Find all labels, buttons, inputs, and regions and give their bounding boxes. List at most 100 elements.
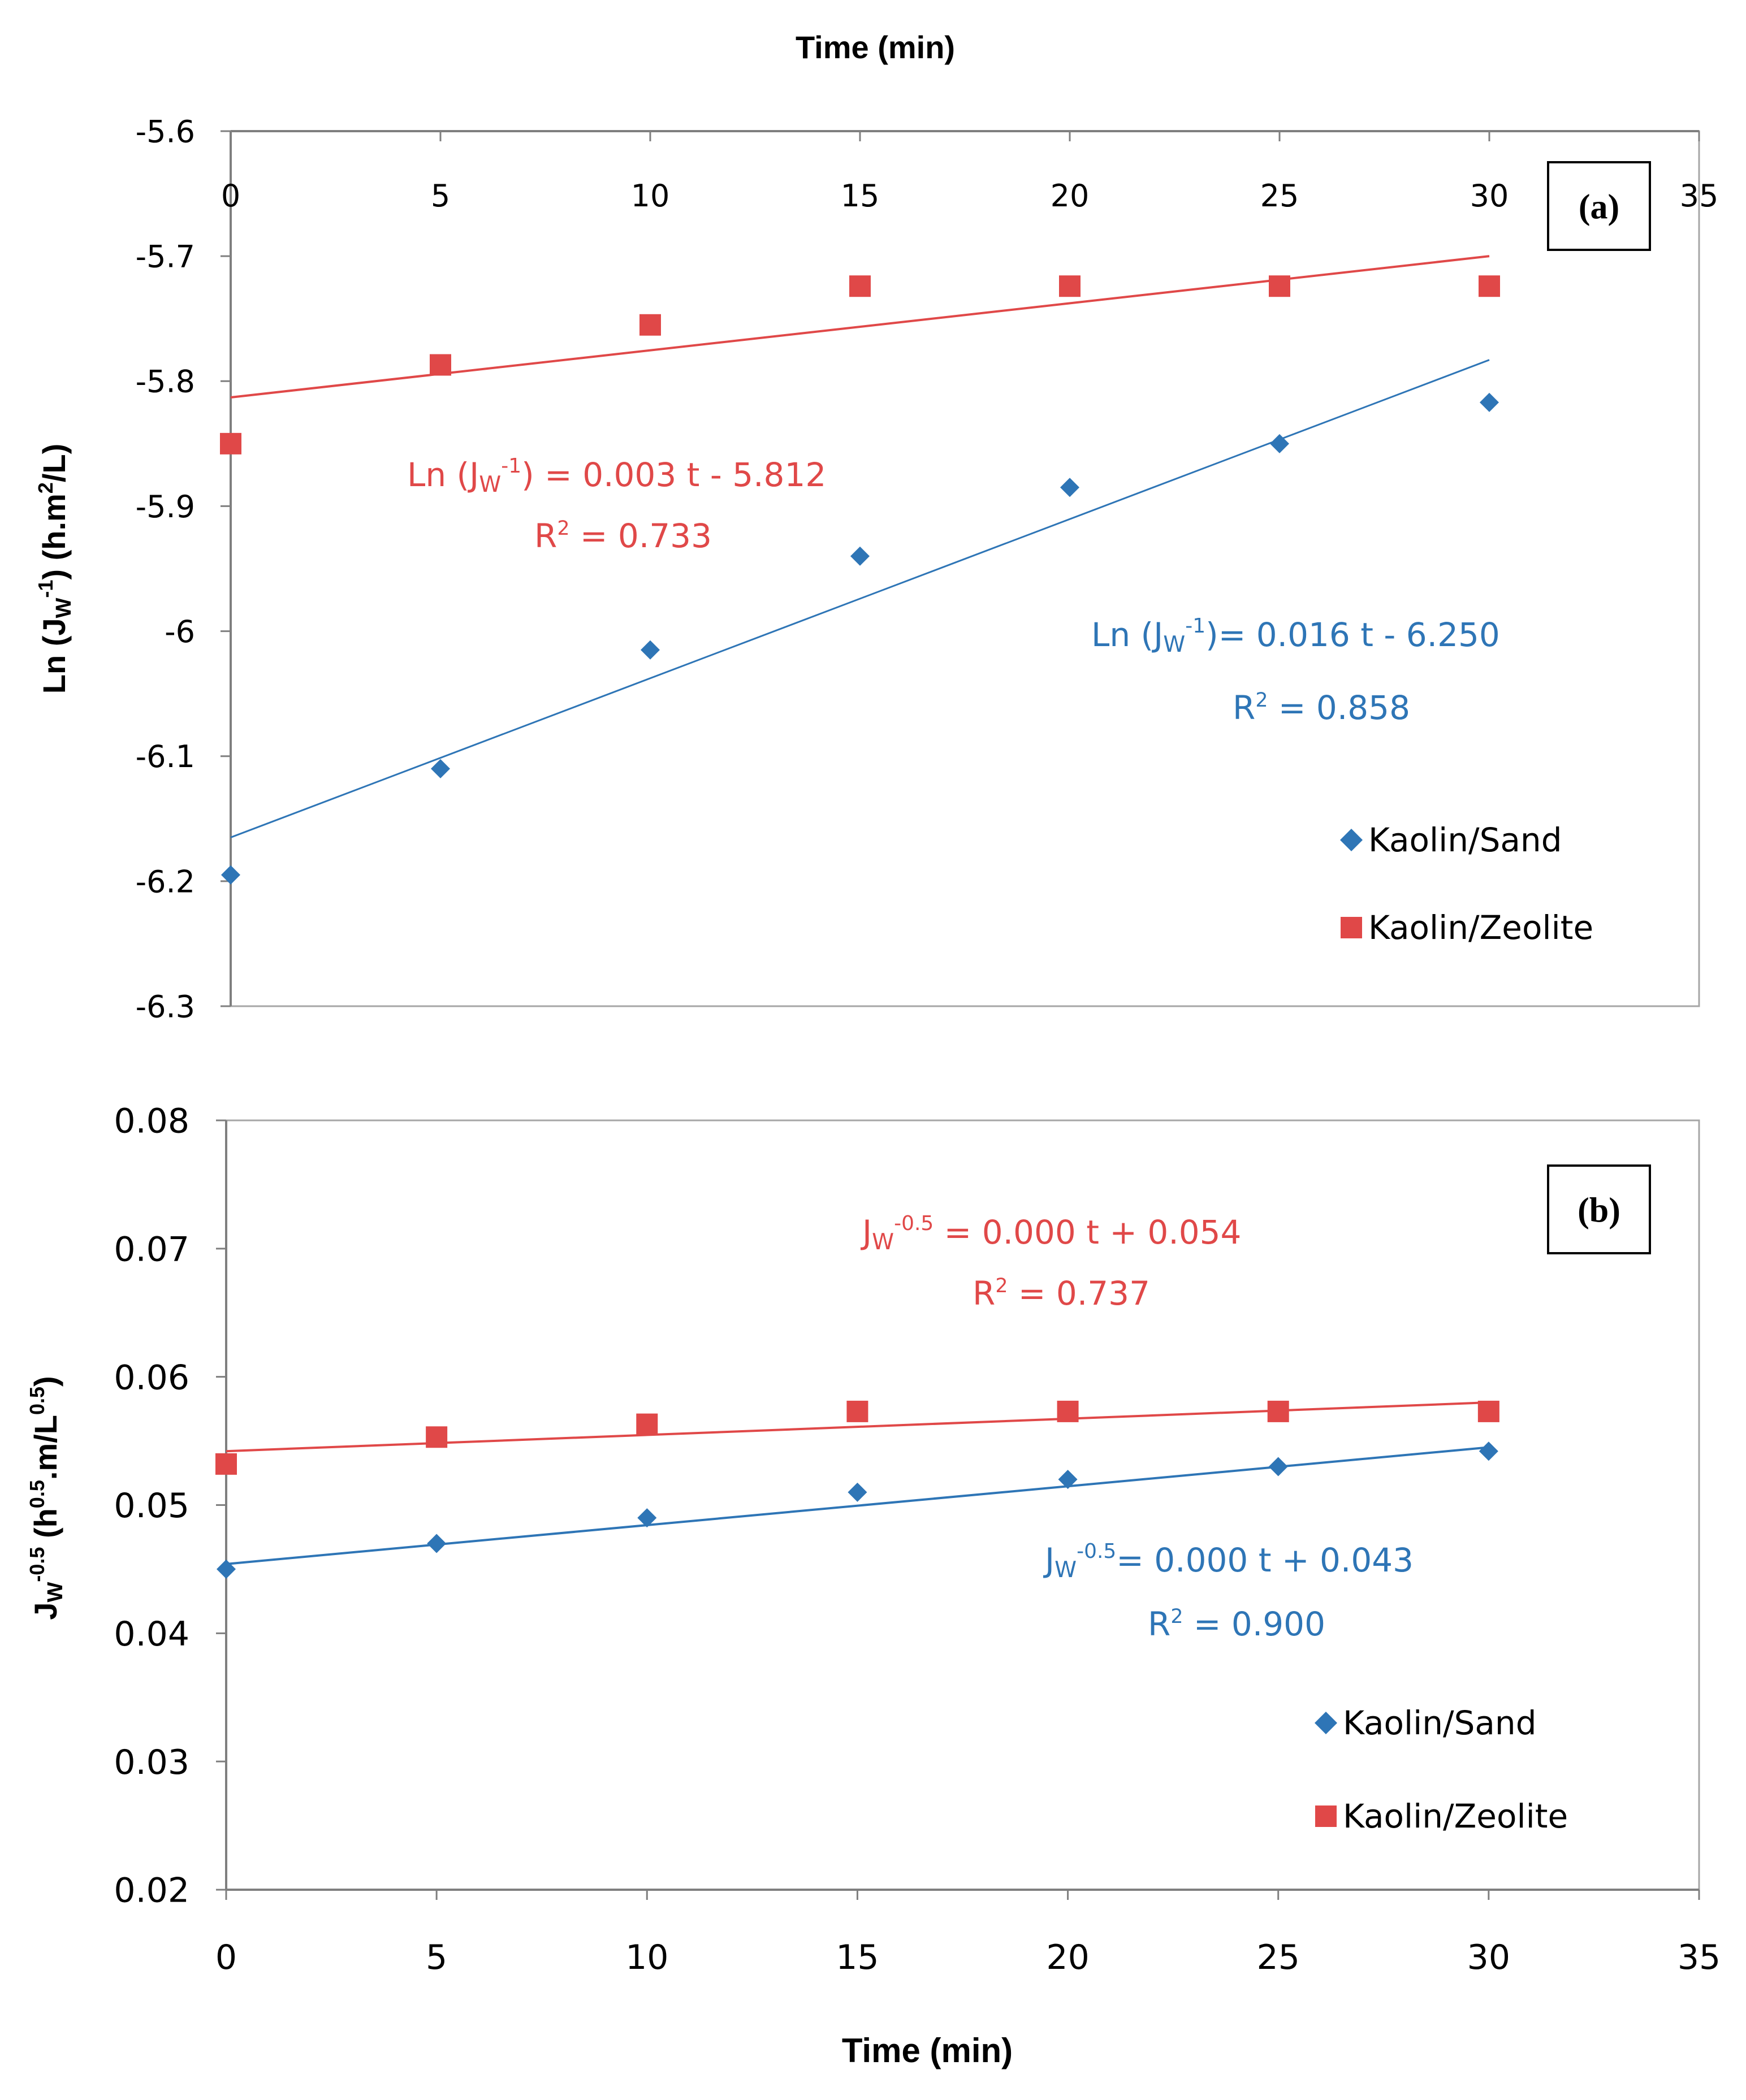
y-title-superscript: -1	[34, 580, 57, 598]
equation-text: = 0.000 t + 0.054	[933, 1213, 1241, 1252]
r-squared-label: R2 = 0.737	[973, 1274, 1150, 1313]
x-tick-label: 25	[1257, 1938, 1300, 1977]
r2-superscript: 2	[1170, 1605, 1183, 1628]
y-title-superscript: -0.5	[25, 1547, 49, 1582]
equation-text: )= 0.016 t - 6.250	[1205, 616, 1500, 654]
panel-label-box	[1547, 161, 1651, 251]
y-tick-label: -6.1	[136, 739, 195, 774]
data-point-diamond	[848, 1482, 867, 1502]
y-title-part: ) (h.m	[36, 493, 72, 579]
x-tick-label: 20	[1046, 1938, 1089, 1977]
r2-text: = 0.858	[1268, 689, 1410, 727]
r2-text: = 0.737	[1008, 1274, 1150, 1313]
y-axis-title-text: Ln (JW-1) (h.m2/L)	[34, 444, 76, 694]
y-tick-label: 0.02	[114, 1871, 189, 1911]
x-tick-label: 0	[215, 1938, 237, 1977]
y-tick-label: -5.8	[136, 364, 195, 400]
data-point-diamond	[1058, 1470, 1078, 1490]
x-tick-label: 10	[625, 1938, 668, 1977]
data-points-a	[220, 275, 1500, 885]
data-point-square	[639, 314, 661, 336]
x-tick-label: 35	[1680, 178, 1719, 214]
y-axis-title-b: JW-0.5 (h0.5.m/L0.5)	[25, 1376, 67, 1620]
legend-marker-square	[1315, 1805, 1337, 1827]
data-point-diamond	[1270, 434, 1289, 453]
y-tick-label: -6.2	[136, 864, 195, 899]
x-tick-label: 5	[431, 178, 450, 214]
legend-b: Kaolin/Sand Kaolin/Zeolite	[1315, 1704, 1568, 1835]
x-tick-label: 10	[631, 178, 670, 214]
panel-label-b: (b)	[1547, 1164, 1651, 1254]
data-point-square	[846, 1400, 868, 1422]
y-title-part: )	[28, 1376, 63, 1387]
equation-text: = 0.000 t + 0.043	[1116, 1541, 1414, 1579]
panel-label-text: (a)	[1579, 188, 1619, 227]
panel-label-box	[1547, 1164, 1651, 1254]
y-title-part: Ln (J	[36, 618, 72, 694]
legend-label: Kaolin/Zeolite	[1343, 1797, 1568, 1835]
r2-text: = 0.733	[569, 517, 712, 555]
r-squared-label: R2 = 0.900	[1148, 1605, 1325, 1643]
chart-panel-a: Time (min) -5.6 -5.7 -5.8 -5.9 -6 -6.1 -6.2 -6.…	[34, 29, 1718, 1024]
data-point-diamond	[850, 546, 870, 566]
data-point-diamond	[637, 1508, 657, 1528]
equation-superscript: -1	[501, 454, 521, 478]
x-axis-title-b: Time (min)	[842, 2032, 1013, 2069]
y-tick-label: 0.04	[114, 1614, 189, 1654]
y-title-part: J	[28, 1603, 63, 1620]
legend-label: Kaolin/Zeolite	[1368, 908, 1593, 947]
data-point-diamond	[431, 759, 450, 778]
y-tick-label: -5.9	[136, 489, 195, 525]
y-title-part: /L)	[36, 444, 72, 482]
x-tick-label: 30	[1467, 1938, 1510, 1977]
equation-text: J	[861, 1213, 872, 1252]
equation-subscript: W	[1163, 631, 1185, 657]
y-axis-title-text: JW-0.5 (h0.5.m/L0.5)	[25, 1376, 67, 1620]
x-tick-label: 0	[221, 178, 240, 214]
legend-label: Kaolin/Sand	[1343, 1704, 1537, 1742]
equation-superscript: -0.5	[894, 1212, 933, 1235]
y-axis-ticks-b: 0.02 0.03 0.04 0.05 0.06 0.07 0.08	[114, 1102, 226, 1911]
legend-label: Kaolin/Sand	[1368, 821, 1562, 859]
r2-text: R	[1148, 1605, 1170, 1643]
x-tick-label: 15	[836, 1938, 879, 1977]
data-point-diamond	[641, 640, 660, 660]
y-title-subscript: W	[52, 598, 76, 618]
y-title-subscript: W	[44, 1582, 67, 1603]
y-axis-ticks-a: -5.6 -5.7 -5.8 -5.9 -6 -6.1 -6.2 -6.3	[136, 114, 231, 1024]
r2-superscript: 2	[1255, 689, 1268, 712]
legend-a: Kaolin/Sand Kaolin/Zeolite	[1340, 821, 1593, 947]
x-axis-title-a: Time (min)	[796, 29, 955, 65]
data-point-diamond	[1479, 1441, 1498, 1461]
data-point-diamond	[1060, 478, 1079, 497]
y-tick-label: -6	[165, 614, 195, 650]
y-tick-label: -5.6	[136, 114, 195, 149]
y-title-superscript: 0.5	[25, 1387, 49, 1415]
data-point-diamond	[221, 865, 240, 885]
y-tick-label: -6.3	[136, 989, 195, 1024]
equation-text: J	[1043, 1541, 1054, 1579]
r-squared-label: R2 = 0.858	[1233, 689, 1410, 727]
r2-text: = 0.900	[1183, 1605, 1325, 1643]
x-tick-label: 15	[841, 178, 880, 214]
y-tick-label: 0.03	[114, 1743, 189, 1782]
r2-superscript: 2	[557, 517, 569, 540]
trendline-equation: Ln (JW-1)= 0.016 t - 6.250	[1091, 614, 1500, 657]
y-tick-label: 0.05	[114, 1486, 189, 1526]
x-axis-ticks-b: 0 5 10 15 20 25 30 35	[215, 1890, 1721, 1977]
y-tick-label: 0.08	[114, 1102, 189, 1141]
y-tick-label: -5.7	[136, 239, 195, 275]
x-axis-ticks-a: 0 5 10 15 20 25 30 35	[221, 131, 1719, 214]
data-point-square	[220, 432, 241, 454]
legend-marker-diamond	[1340, 829, 1363, 851]
trendline-equation: JW-0.5 = 0.000 t + 0.054	[861, 1212, 1241, 1255]
chart-panel-b: Time (min) 0.020.030.040.050.060.070.08 …	[25, 1102, 1721, 2069]
x-tick-label: 30	[1470, 178, 1509, 214]
data-point-square	[215, 1453, 237, 1475]
equation-subscript: W	[479, 471, 501, 497]
y-title-part: (h	[28, 1508, 63, 1547]
data-point-square	[1059, 275, 1081, 297]
